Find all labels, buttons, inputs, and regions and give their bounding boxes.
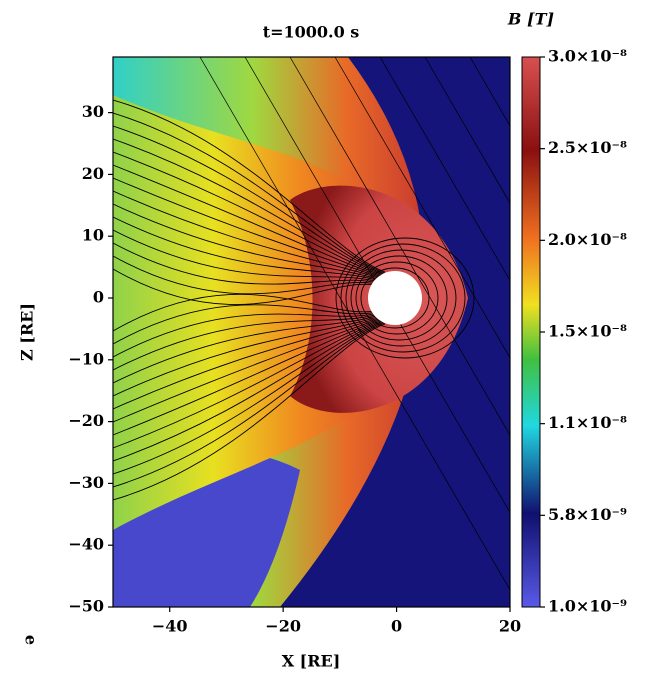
colorbar xyxy=(522,57,540,607)
colorbar-tick-label: 2.0×10⁻⁸ xyxy=(548,230,627,249)
colorbar-tick-label: 1.0×10⁻⁹ xyxy=(548,597,627,616)
earth xyxy=(368,271,422,325)
colorbar-tick-label: 2.5×10⁻⁸ xyxy=(548,138,627,157)
colorbar-tick-label: 1.1×10⁻⁸ xyxy=(548,413,627,432)
y-tick-label: 0 xyxy=(93,288,104,307)
y-tick-label: −10 xyxy=(68,349,104,368)
y-tick-label: 10 xyxy=(82,226,104,245)
y-tick-label: −20 xyxy=(68,411,104,430)
y-axis-label: Z [RE] xyxy=(18,303,37,361)
chart-title: t=1000.0 s xyxy=(263,23,360,42)
x-axis-label: X [RE] xyxy=(282,652,341,671)
y-tick-label: −40 xyxy=(68,535,104,554)
x-tick-label: 0 xyxy=(391,617,402,636)
x-tick-label: 20 xyxy=(499,617,521,636)
y-tick-label: −30 xyxy=(68,473,104,492)
y-tick-label: 20 xyxy=(82,164,104,183)
colorbar-tick-label: 1.5×10⁻⁸ xyxy=(548,322,627,341)
colorbar-tick-label: 3.0×10⁻⁸ xyxy=(548,47,627,66)
overlay-glyph: e xyxy=(22,635,41,645)
y-tick-label: −50 xyxy=(68,597,104,616)
x-tick-label: −20 xyxy=(265,617,301,636)
colorbar-tick-label: 5.8×10⁻⁹ xyxy=(548,505,627,524)
y-tick-label: 30 xyxy=(82,102,104,121)
colorbar-label: B [T] xyxy=(507,10,554,29)
chart: t=1000.0 s B [T] X [RE] Z [RE] e −40 −20 0… xyxy=(0,0,670,678)
x-tick-label: −40 xyxy=(152,617,188,636)
